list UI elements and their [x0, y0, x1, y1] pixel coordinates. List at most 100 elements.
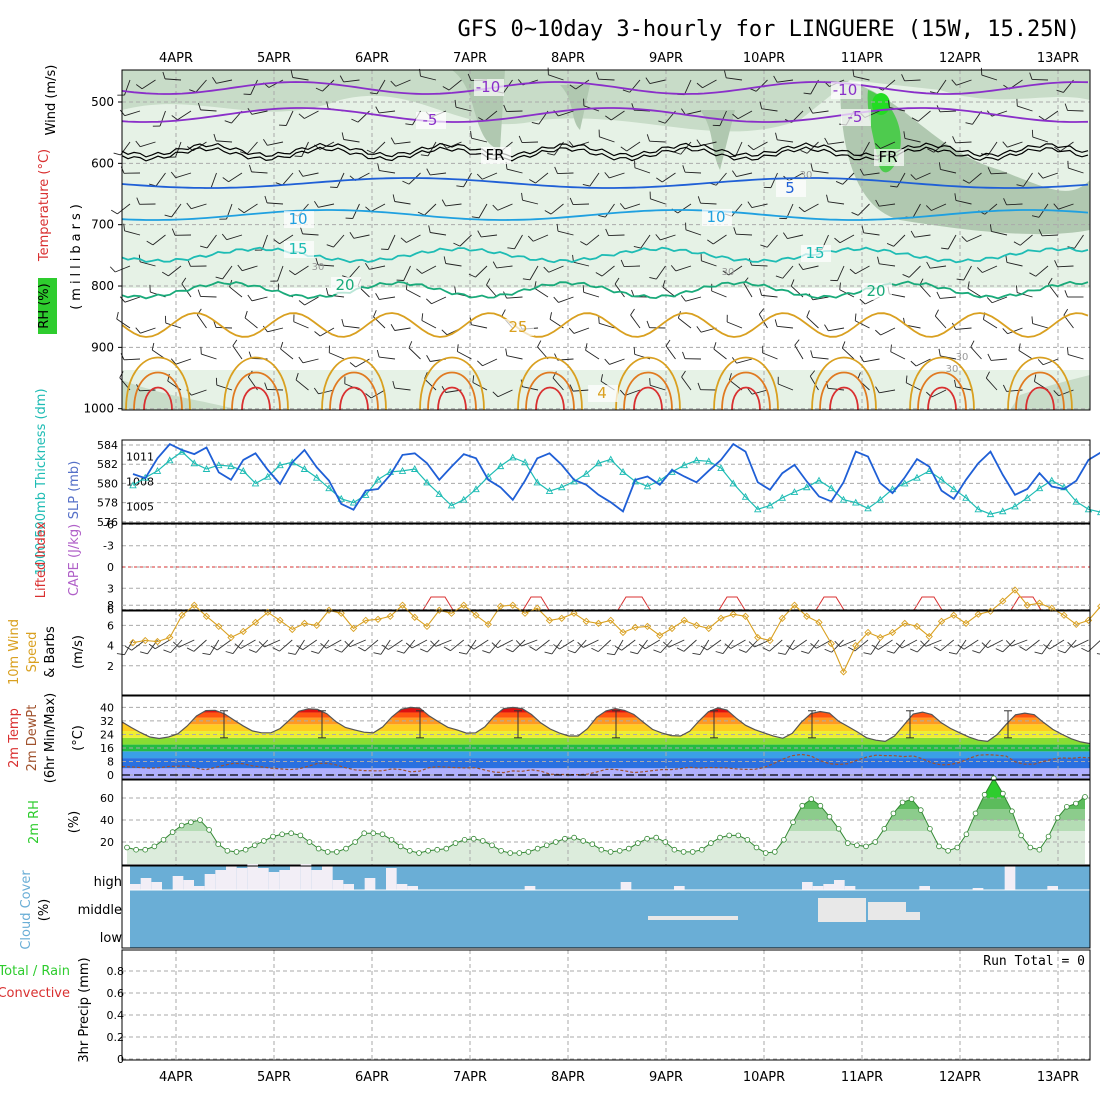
- wind-barb: [626, 141, 641, 152]
- wind-10m-barb: [692, 652, 701, 656]
- wind-speed-point: [386, 612, 394, 620]
- wind-barb: [216, 384, 233, 391]
- low-level-temp-contour: [1025, 386, 1055, 411]
- wind-barb: [237, 208, 245, 214]
- wind-barb: [328, 294, 345, 298]
- wind-barb: [605, 228, 609, 236]
- wind-barb: [471, 324, 488, 329]
- wind-speed-point: [141, 636, 149, 645]
- wind-barb: [662, 286, 676, 298]
- lifted-index-bump: [422, 596, 454, 611]
- rh-point: [817, 802, 824, 809]
- thickness-point: [398, 466, 407, 474]
- wind-10m-barb: [264, 639, 281, 648]
- wind-barb: [572, 203, 590, 206]
- panel-frame: [121, 695, 1091, 780]
- wind-barb: [348, 265, 360, 279]
- wind-barb: [605, 115, 612, 121]
- wind-speed-point: [999, 597, 1007, 605]
- contour-label: 15: [805, 244, 824, 262]
- thickness-point: [496, 462, 505, 470]
- rh-point: [698, 846, 705, 853]
- rh-point: [717, 834, 723, 841]
- wind-barb: [455, 106, 472, 112]
- wind-barb: [794, 345, 804, 360]
- wind-barb: [989, 224, 992, 232]
- wind-barb: [930, 265, 947, 269]
- wind-10m-barb: [405, 642, 413, 649]
- wind-speed-point: [276, 616, 284, 624]
- high-cloud-gap: [812, 886, 824, 890]
- temp-band: [122, 751, 1090, 759]
- wind-barb: [288, 270, 296, 276]
- wind-axis-label: Wind (m/s): [44, 65, 59, 136]
- wind-barb: [394, 387, 411, 391]
- wind-barb: [890, 185, 898, 188]
- wind-barb: [660, 234, 676, 241]
- wind-barb: [472, 375, 475, 383]
- wind-barb: [568, 327, 575, 334]
- wind-10m-barb: [567, 649, 576, 654]
- wind-barb: [441, 329, 448, 336]
- wind-barb: [732, 113, 739, 120]
- wind-barb: [633, 109, 651, 112]
- middle-cloud-gap: [906, 912, 920, 920]
- wind-10m-barb: [810, 643, 817, 649]
- wind-barb: [228, 172, 243, 183]
- wind-barb: [968, 172, 982, 184]
- wind-barb: [880, 141, 896, 149]
- wind-10m-barb: [1025, 639, 1040, 651]
- top-date-label: 4APR: [159, 51, 193, 66]
- wind-barb: [314, 331, 321, 337]
- wind-10m-barb: [1073, 639, 1089, 648]
- wind-speed-point: [227, 633, 235, 642]
- thickness-point: [1096, 509, 1100, 516]
- wind-barb: [633, 347, 636, 355]
- thickness-point: [325, 484, 333, 492]
- wind-barb: [506, 355, 523, 360]
- wind-barb: [681, 370, 686, 378]
- wind-barb: [365, 393, 372, 399]
- wind-barb: [582, 285, 585, 293]
- wind-barb: [478, 203, 488, 219]
- slp-tick: 1005: [126, 500, 154, 513]
- wind-barb: [522, 278, 531, 281]
- wind-barb: [175, 358, 192, 365]
- wind-barb: [841, 347, 855, 360]
- wind-barb: [445, 203, 462, 207]
- wind-10m-barb: [577, 641, 584, 648]
- wind-barb: [1067, 347, 1069, 355]
- wind-barb: [226, 234, 243, 241]
- rh-line: [126, 777, 1086, 854]
- rh-point: [826, 813, 833, 820]
- wind-barb: [753, 141, 768, 151]
- wind-barb: [599, 136, 615, 143]
- wind-barb: [379, 356, 396, 360]
- wind-speed-point: [668, 624, 676, 633]
- slp-tick: 1011: [126, 451, 154, 464]
- high-cloud-gap: [226, 866, 237, 890]
- rh-point: [315, 845, 322, 852]
- contour-label-bg: [831, 82, 861, 99]
- thickness-point: [410, 465, 419, 472]
- rh-axis-label: RH (%): [37, 283, 52, 328]
- wind-barb: [195, 79, 207, 93]
- rh-point: [479, 838, 486, 844]
- slp-axis-label: SLP (mb): [67, 461, 82, 520]
- high-cloud-gap: [322, 866, 333, 890]
- wind-barb: [343, 139, 360, 143]
- wind-barb: [701, 260, 717, 267]
- wind-speed-point: [545, 616, 554, 624]
- contour-label: -10: [833, 81, 858, 99]
- wind-barb: [751, 389, 768, 395]
- thickness-point: [1011, 502, 1019, 510]
- wind-barb: [110, 209, 118, 215]
- wind-barb: [394, 141, 411, 145]
- high-cloud-gap: [215, 870, 226, 890]
- wind-barb: [812, 356, 829, 360]
- wind-barb: [762, 352, 778, 360]
- wind-barb: [991, 296, 1008, 304]
- wind-barb: [135, 140, 141, 147]
- wind-speed-point: [496, 602, 505, 610]
- wind-barb: [912, 203, 921, 219]
